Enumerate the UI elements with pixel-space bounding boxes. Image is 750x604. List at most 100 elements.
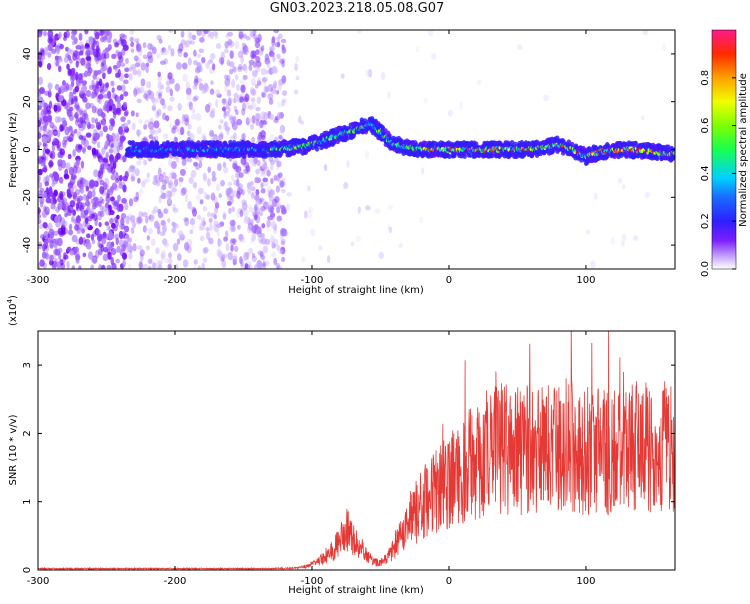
spectrogram-noise-cell — [39, 196, 45, 205]
spectrogram-noise-cell — [147, 55, 154, 64]
spectrogram-noise-cell — [124, 234, 130, 243]
spectrogram-noise-cell — [109, 217, 114, 225]
spectrogram-noise-cell — [228, 225, 234, 233]
spectrogram-noise-cell — [223, 110, 227, 119]
spectrogram-noise-cell — [38, 218, 42, 225]
spectrogram-noise-cell — [64, 127, 70, 136]
spectrogram-track-cell — [570, 141, 575, 147]
spectrogram-noise-cell — [63, 56, 69, 64]
spectrogram-noise-cell — [215, 183, 221, 192]
x-tick-label: -200 — [164, 275, 187, 286]
spectrogram-noise-cell — [168, 257, 173, 265]
spectrogram-noise-cell — [145, 177, 151, 183]
spectrogram-noise-cell — [91, 117, 96, 124]
spectrogram-noise-cell — [355, 235, 361, 242]
spectrogram-noise-cell — [163, 258, 170, 264]
spectrogram-noise-cell — [71, 40, 76, 46]
spectrogram-noise-cell — [250, 218, 254, 227]
spectrogram-noise-cell — [211, 176, 217, 182]
spectrogram-noise-cell — [45, 105, 51, 113]
spectrogram-noise-cell — [80, 57, 86, 66]
spectrogram-noise-cell — [261, 120, 267, 125]
spectrogram-noise-cell — [167, 263, 172, 269]
spectrogram-noise-cell — [64, 82, 70, 91]
spectrogram-track-core — [672, 151, 675, 155]
spectrogram-noise-cell — [53, 174, 60, 183]
spectrogram-noise-cell — [59, 148, 66, 156]
spectrogram-noise-cell — [205, 194, 211, 200]
spectrogram-noise-cell — [239, 184, 244, 190]
spectrogram-noise-cell — [130, 64, 137, 70]
spectrogram-noise-cell — [75, 84, 80, 92]
spectrogram-noise-cell — [38, 96, 44, 105]
spectrogram-noise-cell — [130, 48, 135, 53]
spectrogram-noise-cell — [415, 46, 420, 53]
colorbar-gradient — [711, 29, 737, 270]
spectrogram-noise-cell — [248, 158, 255, 165]
spectrogram-noise-cell — [387, 204, 394, 210]
spectrogram-noise-cell — [182, 259, 189, 268]
spectrogram-noise-cell — [112, 201, 119, 210]
spectrogram-noise-cell — [427, 30, 434, 37]
spectrogram-noise-cell — [38, 168, 43, 176]
spectrogram-noise-cell — [201, 262, 205, 269]
spectrogram-noise-cell — [38, 76, 44, 86]
spectrogram-noise-cell — [75, 105, 81, 113]
spectrogram-noise-cell — [210, 80, 214, 85]
spectrogram-noise-cell — [78, 76, 84, 84]
spectrogram-noise-cell — [68, 114, 74, 122]
spectrogram-noise-cell — [223, 236, 228, 242]
spectrogram-noise-cell — [203, 82, 208, 90]
spectrogram-noise-cell — [58, 31, 62, 39]
spectrogram-noise-cell — [157, 211, 164, 219]
spectrogram-noise-cell — [249, 124, 254, 130]
spectrogram-noise-cell — [85, 199, 90, 207]
spectrogram-noise-cell — [77, 143, 83, 150]
spectrogram-noise-cell — [224, 78, 231, 87]
spectrogram-noise-cell — [266, 201, 273, 208]
spectrogram-noise-cell — [172, 222, 177, 229]
spectrogram-noise-cell — [38, 112, 42, 121]
spectrogram-noise-cell — [169, 77, 175, 85]
spectrogram-noise-cell — [127, 243, 133, 253]
spectrogram-noise-cell — [201, 56, 206, 64]
spectrogram-noise-cell — [124, 67, 130, 73]
spectrogram-noise-cell — [282, 47, 287, 54]
spectrogram-noise-cell — [172, 203, 176, 212]
spectrogram-noise-cell — [38, 213, 42, 219]
spectrogram-noise-cell — [51, 263, 57, 269]
spectrogram-noise-cell — [276, 215, 283, 222]
spectrogram-noise-cell — [236, 190, 241, 199]
spectrogram-noise-cell — [116, 96, 121, 105]
spectrogram-noise-cell — [97, 52, 104, 61]
spectrogram-noise-cell — [68, 223, 73, 231]
spectrogram-noise-cell — [139, 261, 143, 269]
spectrogram-noise-cell — [83, 193, 87, 201]
spectrogram-noise-cell — [178, 252, 182, 259]
spectrogram-noise-cell — [248, 207, 255, 213]
spectrogram-noise-cell — [115, 50, 120, 57]
spectrogram-noise-cell — [227, 31, 233, 37]
spectrogram-noise-cell — [256, 159, 261, 167]
spectrogram-noise-cell — [78, 109, 84, 115]
spectrogram-noise-cell — [70, 72, 77, 82]
spectrogram-noise-cell — [273, 80, 278, 89]
spectrogram-noise-cell — [114, 219, 120, 228]
x-tick-label: -300 — [27, 275, 50, 286]
spectrogram-noise-cell — [146, 245, 150, 251]
spectrogram-noise-cell — [83, 179, 89, 188]
spectrogram-noise-cell — [93, 30, 99, 37]
spectrogram-noise-cell — [196, 53, 202, 59]
spectrogram-noise-cell — [223, 111, 230, 117]
spectrogram-noise-cell — [45, 197, 52, 204]
spectrogram-noise-cell — [147, 258, 153, 264]
spectrogram-noise-cell — [143, 263, 148, 269]
spectrogram-noise-cell — [543, 94, 549, 102]
spectrogram-noise-cell — [92, 48, 99, 57]
spectrogram-noise-cell — [256, 96, 262, 105]
colorbar-tick-label: 0.6 — [700, 118, 711, 134]
spectrogram-noise-cell — [98, 222, 102, 228]
spectrogram-noise-cell — [65, 102, 71, 112]
spectrogram-noise-cell — [99, 186, 105, 195]
spectrogram-noise-cell — [136, 160, 142, 166]
